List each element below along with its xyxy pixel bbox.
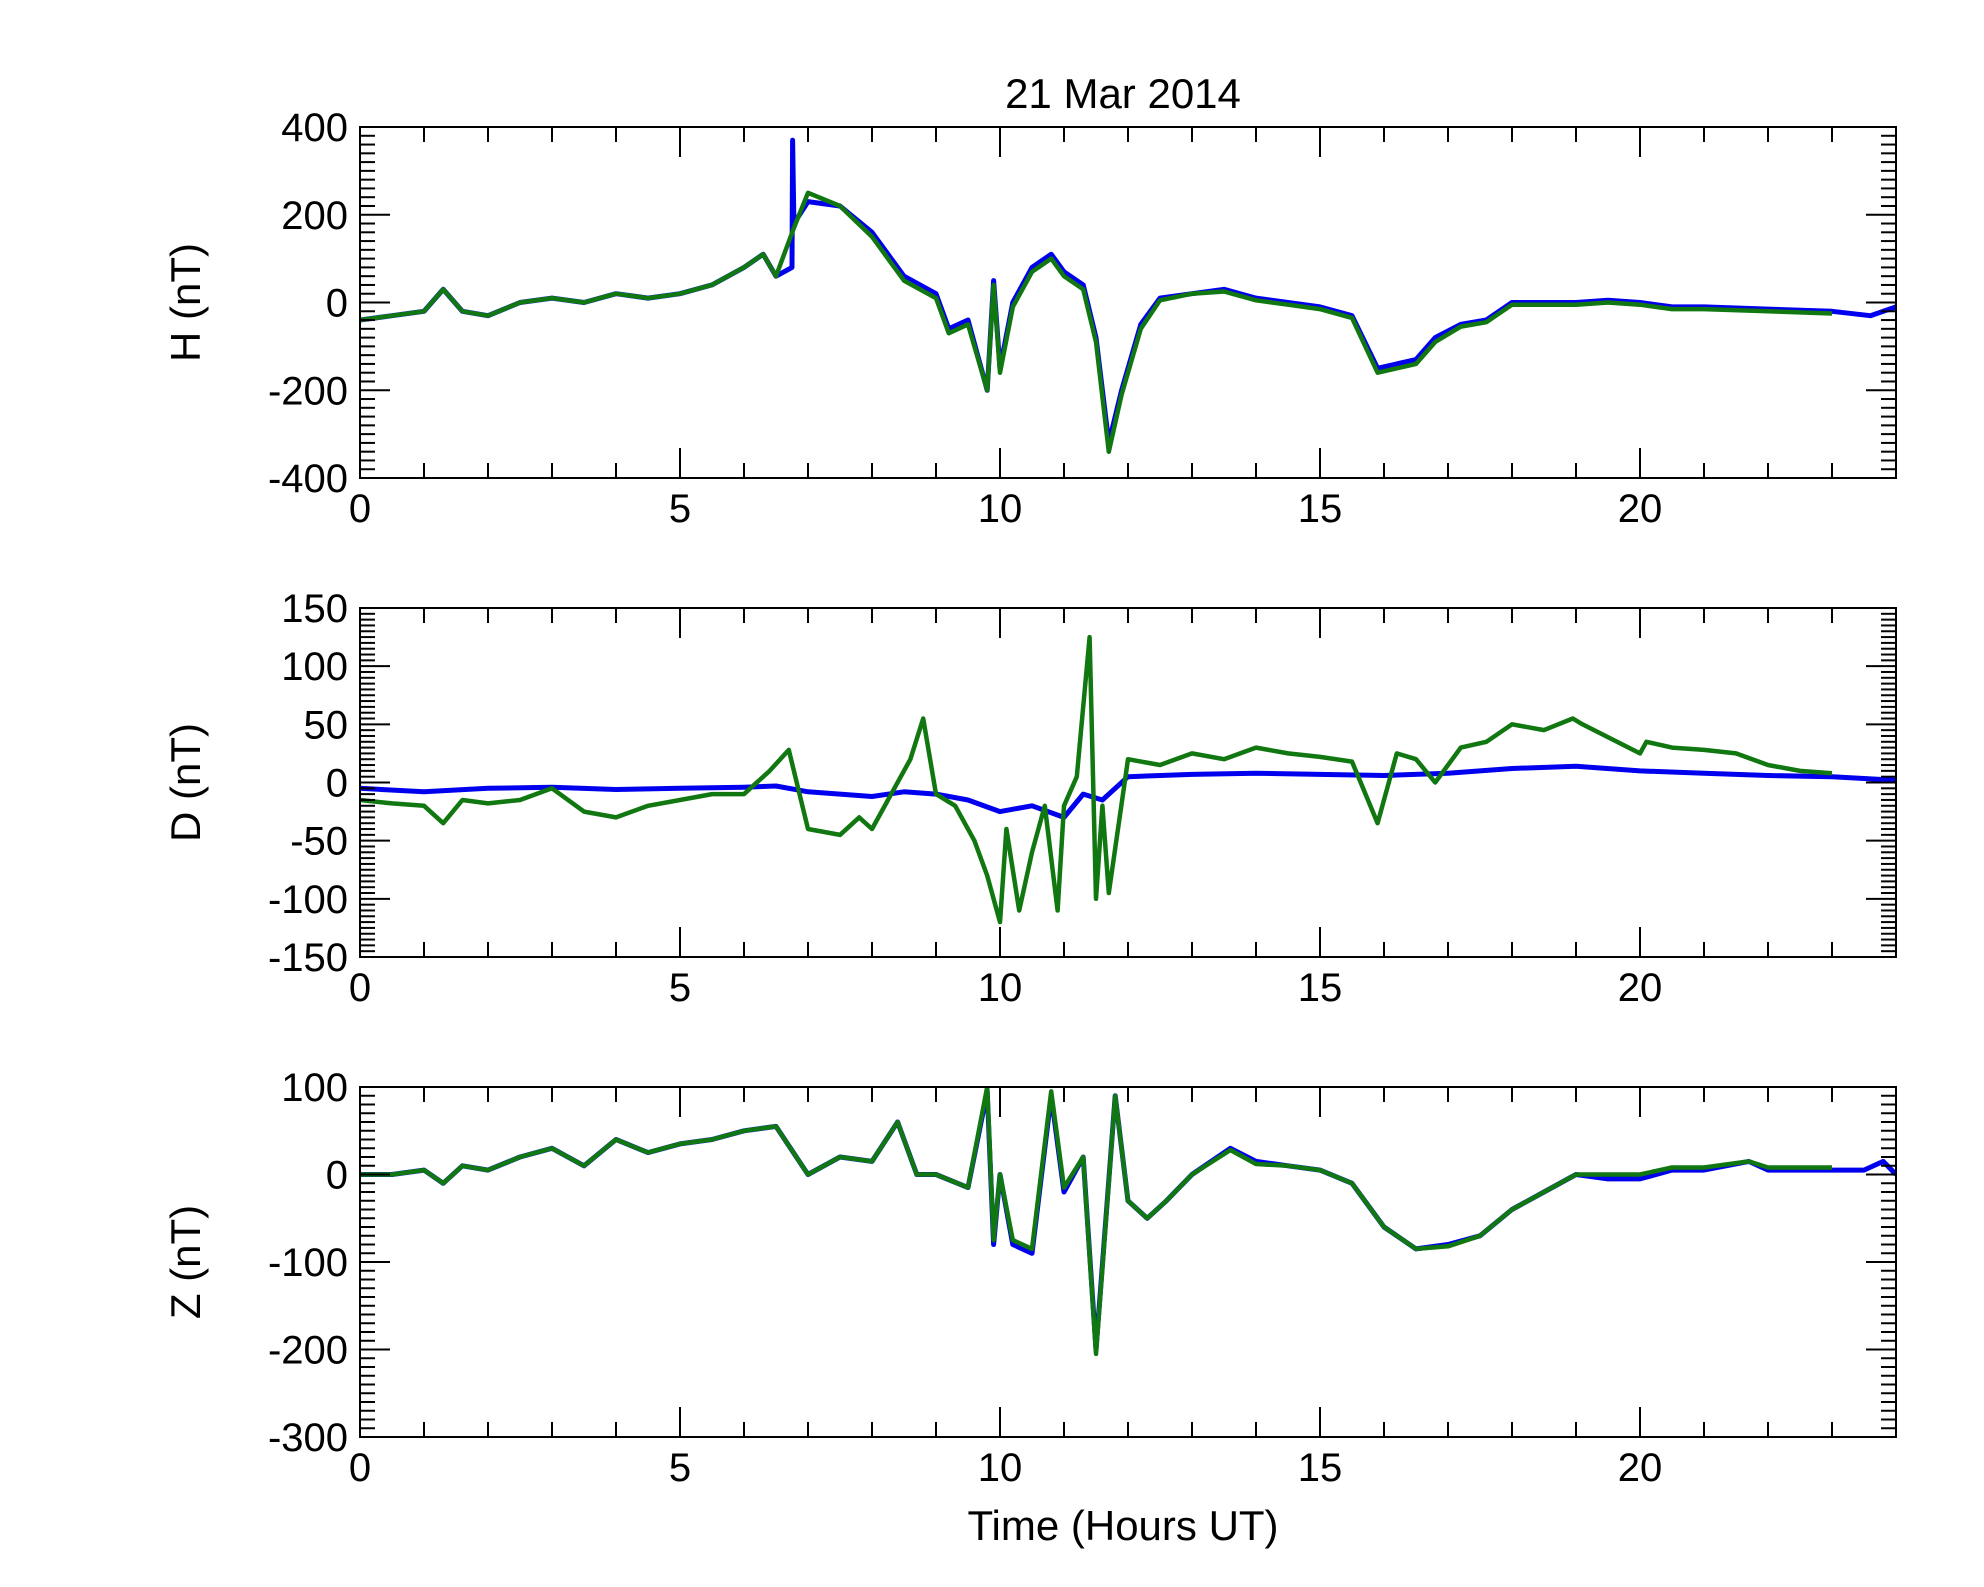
series-blue-z [360,1088,1896,1352]
y-tick-label: -100 [268,1241,348,1285]
x-tick-label: 0 [349,966,371,1010]
y-tick-label: 100 [281,645,348,689]
x-tick-label: 15 [1298,966,1343,1010]
y-tick-label: 0 [326,762,348,806]
y-tick-label: -150 [268,936,348,980]
x-tick-label: 20 [1618,966,1663,1010]
y-tick-label: -400 [268,457,348,501]
y-tick-label: 100 [281,1066,348,1110]
y-tick-label: 200 [281,194,348,238]
panel-d: 0 5 10 15 20 150 100 50 0 -50 -100 -150 D (nT) [162,587,1897,1010]
x-tick-label: 20 [1618,487,1663,531]
y-tick-label: -200 [268,369,348,413]
x-tick-label: 5 [669,1446,691,1490]
y-tick-label: -300 [268,1416,348,1460]
y-tick-label: -200 [268,1329,348,1373]
y-tick-label: 0 [326,1154,348,1198]
panel-h: 0 5 10 15 20 400 200 0 -200 -400 H (nT) [162,106,1897,531]
y-tick-label: 150 [281,587,348,631]
series-green-d [360,634,1833,925]
y-tick-label: -100 [268,878,348,922]
plot-frame-z [359,1086,1897,1438]
x-tick-label: 0 [349,487,371,531]
x-tick-label: 15 [1298,1446,1343,1490]
x-tick-label: 10 [978,1446,1023,1490]
x-tick-label: 5 [669,966,691,1010]
series-blue-d [360,763,1896,820]
x-tick-label: 15 [1298,487,1343,531]
series-green-z [360,1087,1832,1357]
chart-title: 21 Mar 2014 [1005,70,1241,117]
x-tick-label: 0 [349,1446,371,1490]
series-green-h [360,190,1833,454]
y-axis-title-z: Z (nT) [162,1205,209,1319]
y-tick-label: 400 [281,106,348,150]
y-axis-title-d: D (nT) [162,723,209,842]
x-axis-title: Time (Hours UT) [967,1502,1278,1549]
plot-frame-d [359,607,1897,958]
x-tick-label: 10 [978,966,1023,1010]
panel-z: 0 5 10 15 20 100 0 -100 -200 -300 Z (nT) [162,1066,1897,1490]
x-tick-label: 5 [669,487,691,531]
y-axis-title-h: H (nT) [162,243,209,362]
series-blue-h [360,137,1896,446]
x-tick-label: 10 [978,487,1023,531]
x-tick-label: 20 [1618,1446,1663,1490]
y-tick-label: -50 [290,820,348,864]
y-tick-label: 50 [304,703,349,747]
y-tick-label: 0 [326,282,348,326]
